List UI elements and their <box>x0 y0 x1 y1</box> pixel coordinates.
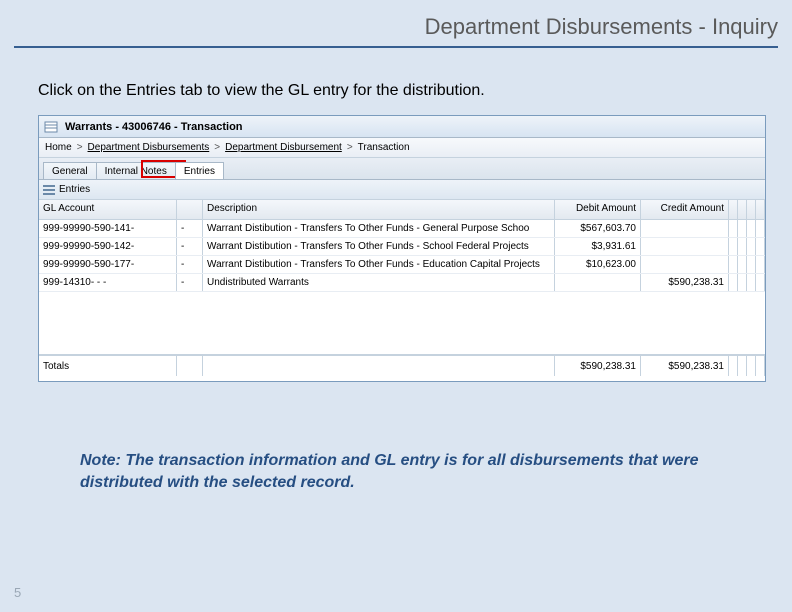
cell-dash: - <box>177 220 203 237</box>
totals-blank <box>203 356 555 376</box>
cell-debit: $10,623.00 <box>555 256 641 273</box>
breadcrumb-transaction: Transaction <box>358 142 410 153</box>
col-debit[interactable]: Debit Amount <box>555 200 641 219</box>
col-extra[interactable] <box>756 200 765 219</box>
totals-credit: $590,238.31 <box>641 356 729 376</box>
grid-header: GL Account Description Debit Amount Cred… <box>39 200 765 220</box>
window-icon <box>43 119 59 135</box>
cell-extra <box>729 220 738 237</box>
entries-panel-header: Entries <box>39 180 765 200</box>
cell-extra <box>756 220 765 237</box>
breadcrumb-sep: > <box>77 142 83 153</box>
breadcrumb: Home > Department Disbursements > Depart… <box>39 138 765 158</box>
totals-label: Totals <box>39 356 177 376</box>
totals-blank <box>756 356 765 376</box>
col-credit[interactable]: Credit Amount <box>641 200 729 219</box>
breadcrumb-dept-disbursement[interactable]: Department Disbursement <box>225 142 342 153</box>
col-blank[interactable] <box>177 200 203 219</box>
cell-extra <box>747 220 756 237</box>
cell-extra <box>729 274 738 291</box>
cell-extra <box>729 256 738 273</box>
cell-debit: $567,603.70 <box>555 220 641 237</box>
totals-blank <box>738 356 747 376</box>
cell-extra <box>729 238 738 255</box>
cell-debit: $3,931.61 <box>555 238 641 255</box>
cell-extra <box>747 256 756 273</box>
cell-extra <box>756 256 765 273</box>
cell-extra <box>756 274 765 291</box>
breadcrumb-dept-disbursements[interactable]: Department Disbursements <box>88 142 210 153</box>
cell-extra <box>747 238 756 255</box>
cell-debit <box>555 274 641 291</box>
cell-dash: - <box>177 238 203 255</box>
cell-description: Undistributed Warrants <box>203 274 555 291</box>
breadcrumb-sep: > <box>214 142 220 153</box>
entries-panel-label: Entries <box>59 184 90 195</box>
page-number: 5 <box>14 585 21 600</box>
col-extra[interactable] <box>747 200 756 219</box>
instruction-text: Click on the Entries tab to view the GL … <box>38 82 485 100</box>
cell-credit: $590,238.31 <box>641 274 729 291</box>
breadcrumb-home[interactable]: Home <box>45 142 72 153</box>
cell-credit <box>641 238 729 255</box>
cell-description: Warrant Distibution - Transfers To Other… <box>203 220 555 237</box>
cell-gl-account: 999-99990-590-142- <box>39 238 177 255</box>
title-bar: Warrants - 43006746 - Transaction <box>39 116 765 138</box>
totals-row: Totals $590,238.31 $590,238.31 <box>39 354 765 376</box>
totals-blank <box>177 356 203 376</box>
cell-extra <box>738 238 747 255</box>
col-description[interactable]: Description <box>203 200 555 219</box>
breadcrumb-sep: > <box>347 142 353 153</box>
cell-extra <box>738 256 747 273</box>
col-extra[interactable] <box>729 200 738 219</box>
grid-blank-area <box>39 292 765 354</box>
cell-description: Warrant Distibution - Transfers To Other… <box>203 238 555 255</box>
cell-dash: - <box>177 256 203 273</box>
totals-blank <box>729 356 738 376</box>
totals-debit: $590,238.31 <box>555 356 641 376</box>
cell-dash: - <box>177 274 203 291</box>
cell-extra <box>756 238 765 255</box>
tab-general[interactable]: General <box>43 162 97 179</box>
cell-gl-account: 999-99990-590-177- <box>39 256 177 273</box>
cell-extra <box>738 274 747 291</box>
app-window: Warrants - 43006746 - Transaction Home >… <box>38 115 766 382</box>
window-title: Warrants - 43006746 - Transaction <box>65 121 243 133</box>
list-icon <box>43 184 55 196</box>
cell-description: Warrant Distibution - Transfers To Other… <box>203 256 555 273</box>
tab-internal-notes[interactable]: Internal Notes <box>96 162 176 179</box>
table-row[interactable]: 999-14310- - --Undistributed Warrants $59… <box>39 274 765 292</box>
tab-entries[interactable]: Entries <box>175 162 224 179</box>
col-gl-account[interactable]: GL Account <box>39 200 177 219</box>
cell-gl-account: 999-99990-590-141- <box>39 220 177 237</box>
tabs-bar: General Internal Notes Entries <box>39 158 765 180</box>
cell-credit <box>641 256 729 273</box>
cell-extra <box>738 220 747 237</box>
table-row[interactable]: 999-99990-590-141--Warrant Distibution -… <box>39 220 765 238</box>
header-underline <box>14 46 778 48</box>
table-row[interactable]: 999-99990-590-177--Warrant Distibution -… <box>39 256 765 274</box>
totals-blank <box>747 356 756 376</box>
cell-extra <box>747 274 756 291</box>
page-title: Department Disbursements - Inquiry <box>425 14 778 40</box>
note-text: Note: The transaction information and GL… <box>80 450 752 493</box>
table-row[interactable]: 999-99990-590-142--Warrant Distibution -… <box>39 238 765 256</box>
cell-gl-account: 999-14310- - - <box>39 274 177 291</box>
grid-body: 999-99990-590-141--Warrant Distibution -… <box>39 220 765 292</box>
cell-credit <box>641 220 729 237</box>
col-extra[interactable] <box>738 200 747 219</box>
